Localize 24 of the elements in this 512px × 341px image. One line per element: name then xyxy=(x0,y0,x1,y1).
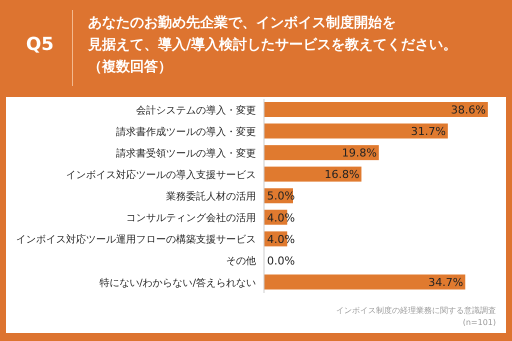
data-label: 0.0% xyxy=(267,254,295,268)
bar xyxy=(264,166,362,182)
y-tick-label: 会計システムの導入・変更 xyxy=(136,104,256,116)
y-tick-label: 特にない/わからない/答えられない xyxy=(99,276,256,289)
bar xyxy=(264,274,466,290)
data-label: 16.8% xyxy=(324,168,360,182)
y-tick-label: 請求書作成ツールの導入・変更 xyxy=(116,126,256,138)
y-tick-label: インボイス対応ツールの導入支援サービス xyxy=(66,168,256,181)
data-label: 19.8% xyxy=(342,146,377,160)
text: インボイス制度の経理業務に関する意識調査 xyxy=(336,305,496,317)
text: Q5 xyxy=(26,34,54,55)
y-tick-label: 業務委託人材の活用 xyxy=(166,190,256,203)
bar xyxy=(264,102,488,117)
bar xyxy=(264,124,448,139)
y-tick-label: 請求書受領ツールの導入・変更 xyxy=(116,147,256,160)
data-label: 34.7% xyxy=(428,276,464,289)
bar xyxy=(264,145,379,160)
y-tick-label: インボイス対応ツール運用フローの構築支援サービス xyxy=(16,234,256,246)
data-label: 31.7% xyxy=(410,125,446,138)
text: (n=101) xyxy=(462,317,496,329)
chart-subtitle: あなたのお勤め先企業で、インボイス制度開始を見据えて、導入/導入検討したサービスを教えてください。（複数回答） xyxy=(88,14,458,77)
y-tick-label: その他 xyxy=(226,255,256,268)
y-tick-label: コンサルティング会社の活用 xyxy=(126,212,256,224)
data-label: 38.6% xyxy=(450,104,486,116)
